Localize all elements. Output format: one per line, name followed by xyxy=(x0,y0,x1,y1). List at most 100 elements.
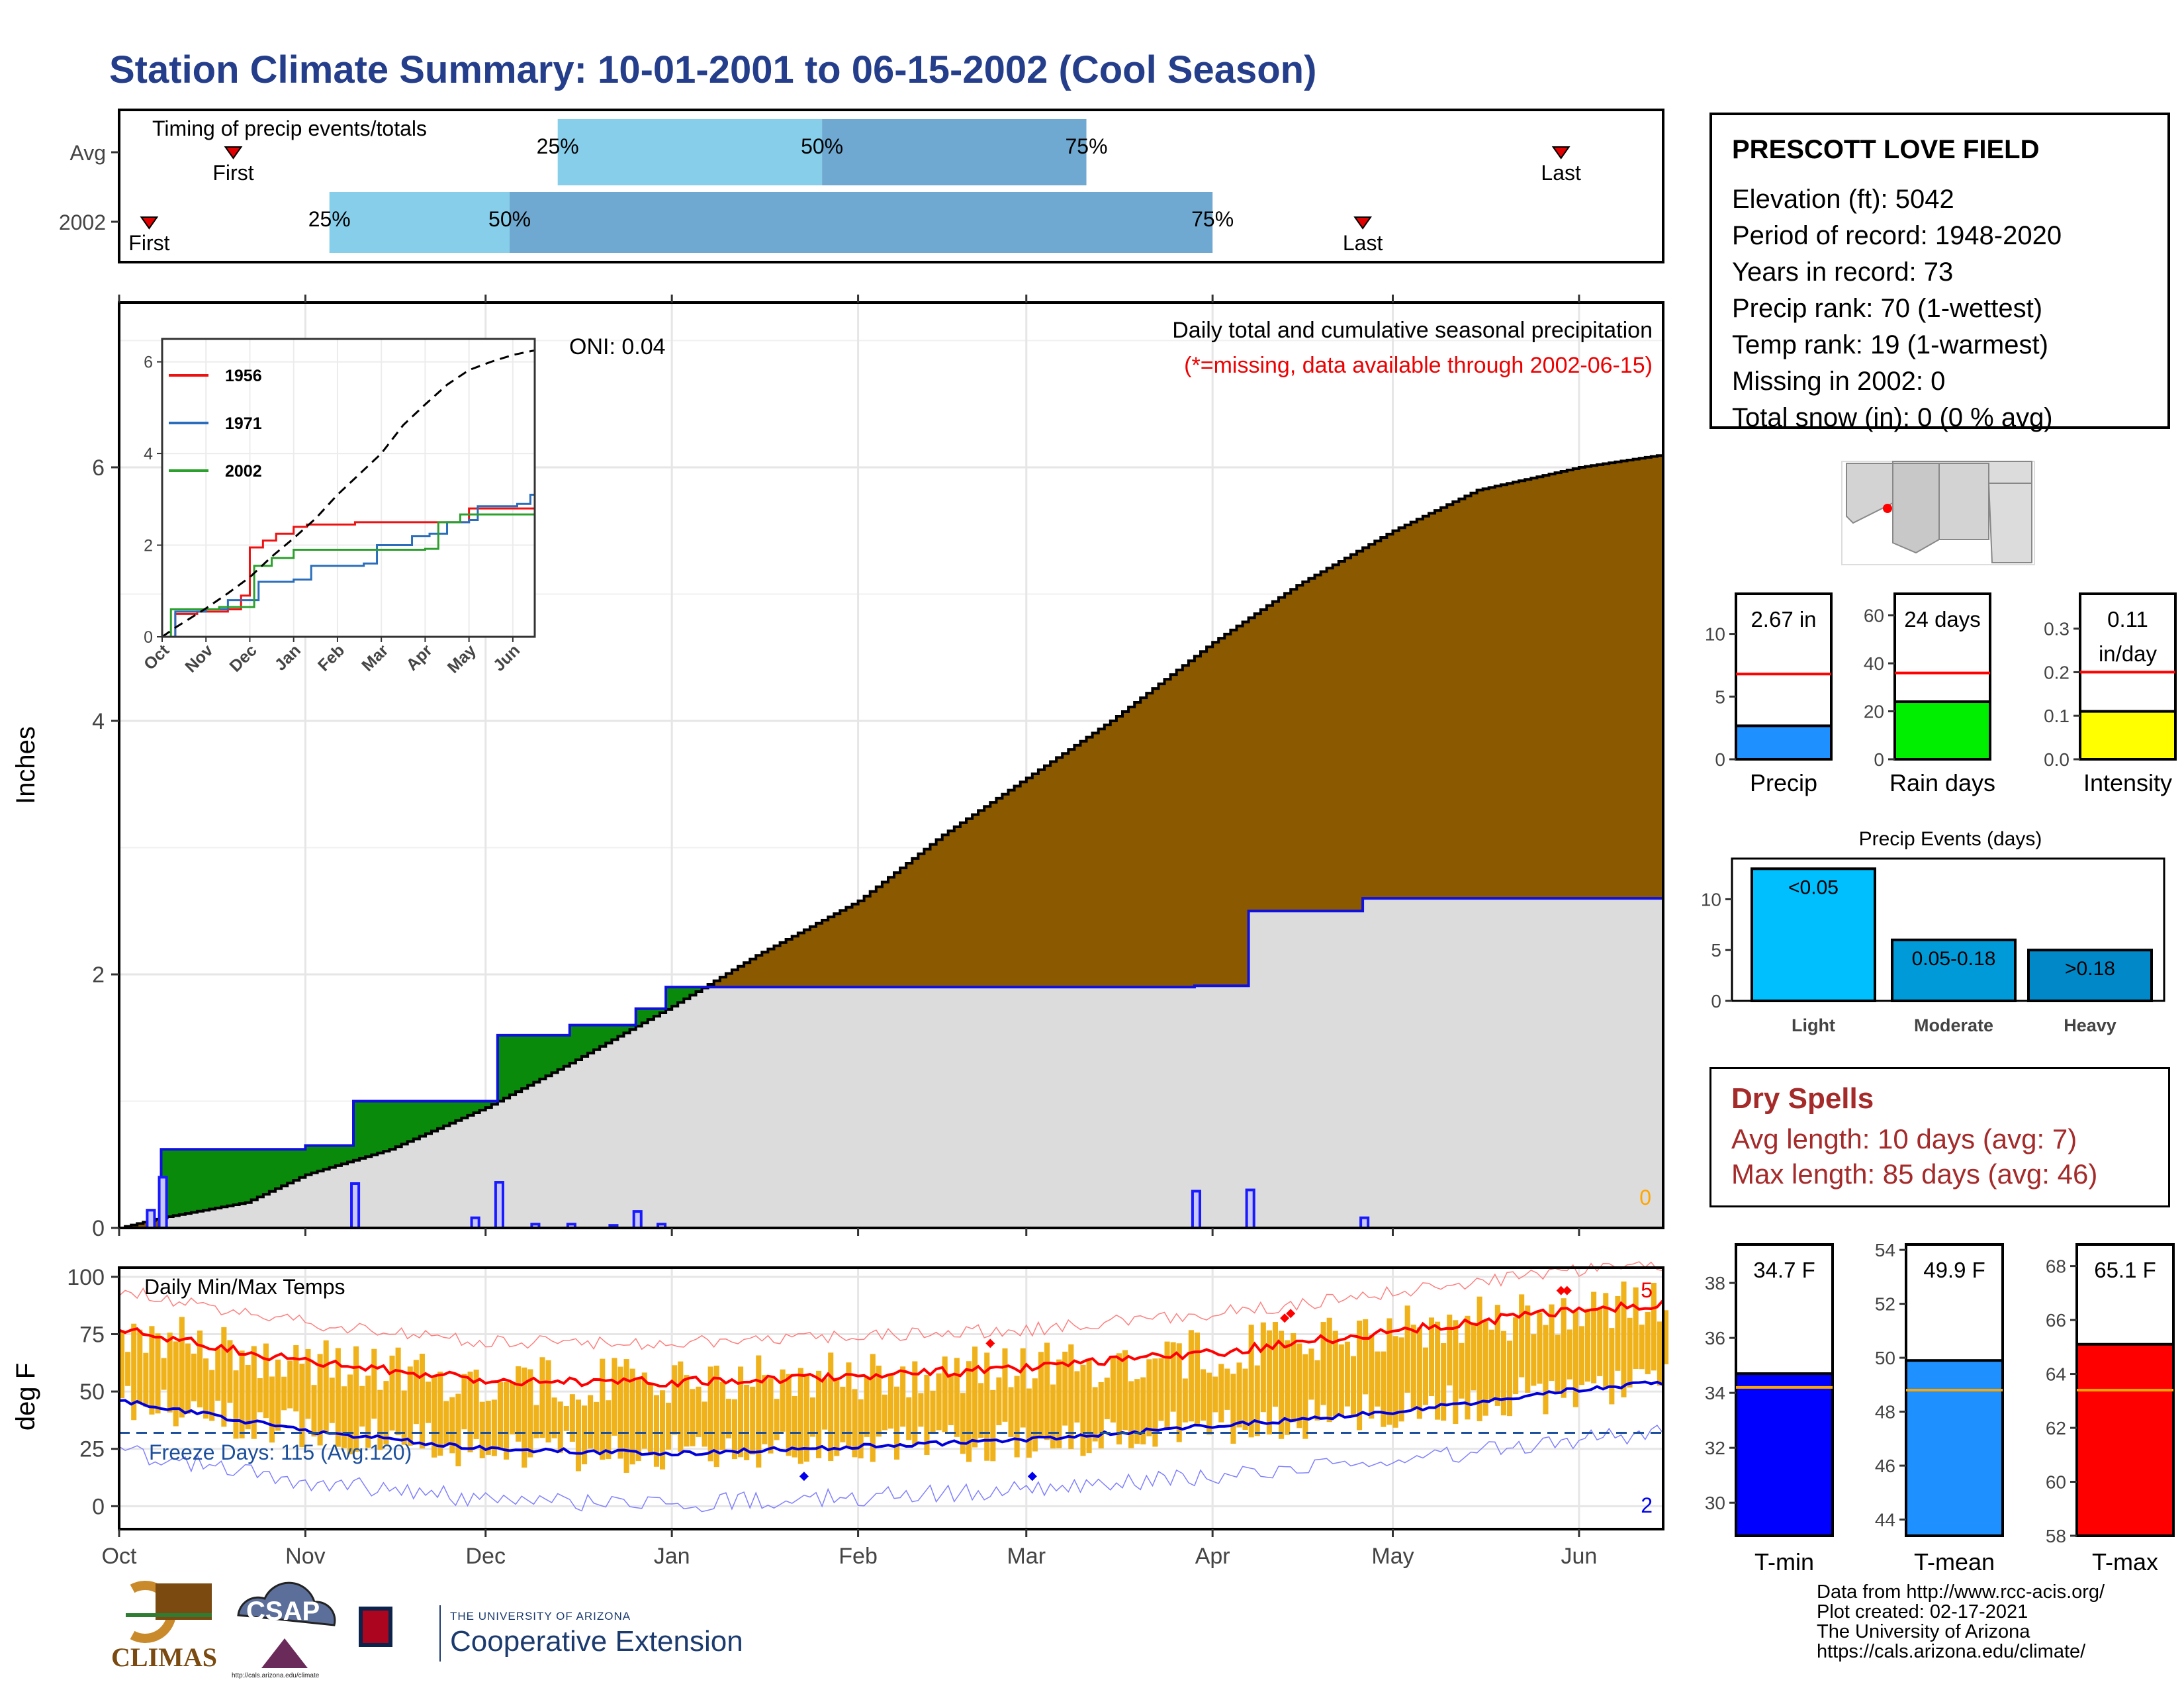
events-y-tick-label: 0 xyxy=(1711,991,1721,1011)
daily-temp-bar xyxy=(1308,1348,1314,1400)
record-high-count: 5 xyxy=(1641,1278,1653,1302)
daily-temp-bar xyxy=(1645,1311,1651,1374)
daily-temp-bar xyxy=(251,1346,257,1439)
summary-y-tick-label: 20 xyxy=(1864,702,1884,722)
daily-temp-bar xyxy=(1549,1304,1555,1382)
record-low-line xyxy=(118,1425,1664,1513)
daily-temp-bar xyxy=(713,1366,719,1468)
daily-temp-bar xyxy=(930,1390,936,1434)
daily-precip-bar xyxy=(1191,1190,1202,1229)
precip-y-axis-label: Inches xyxy=(11,726,40,804)
wet-ahead-area xyxy=(516,1035,522,1092)
wet-ahead-area xyxy=(437,1101,444,1129)
station-precip-rank: Precip rank: 70 (1-wettest) xyxy=(1732,294,2043,323)
daily-temp-bar xyxy=(377,1389,383,1450)
daily-temp-bar xyxy=(221,1327,227,1427)
daily-temp-bar xyxy=(1248,1325,1254,1438)
wet-ahead-area xyxy=(275,1149,282,1189)
wet-ahead-area xyxy=(569,1025,576,1064)
daily-temp-bar xyxy=(1242,1368,1248,1430)
wet-ahead-area xyxy=(635,1008,643,1027)
map-new-mexico xyxy=(1938,463,1989,540)
wet-ahead-area xyxy=(443,1101,450,1126)
dry-spells-title: Dry Spells xyxy=(1731,1082,1874,1115)
daily-temp-bar xyxy=(744,1384,750,1460)
wet-ahead-area xyxy=(389,1101,396,1150)
wet-ahead-area xyxy=(323,1145,330,1170)
daily-temp-bar xyxy=(1212,1376,1218,1413)
daily-temp-bar xyxy=(527,1369,533,1458)
daily-temp-bar xyxy=(1206,1372,1212,1435)
events-bar-label: 0.05-0.18 xyxy=(1912,948,1996,970)
daily-temp-bar xyxy=(503,1382,510,1460)
wet-ahead-area xyxy=(335,1145,342,1166)
daily-temp-bar xyxy=(1657,1321,1662,1386)
credit-university: The University of Arizona xyxy=(1817,1621,2030,1642)
wet-ahead-area xyxy=(473,1101,480,1113)
daily-temp-bar xyxy=(1032,1378,1038,1452)
daily-temp-bar xyxy=(1092,1387,1098,1442)
daily-temp-bar xyxy=(1332,1331,1338,1417)
timing-p50-label: 50% xyxy=(488,207,531,231)
precip-chart-subtitle: (*=missing, data available through 2002-… xyxy=(1184,353,1653,378)
wet-ahead-area xyxy=(191,1149,198,1213)
daily-temp-bar xyxy=(1098,1382,1104,1449)
wet-ahead-area xyxy=(305,1145,312,1175)
timing-p75-label: 75% xyxy=(1066,134,1108,158)
wet-ahead-area xyxy=(197,1149,204,1211)
summary-y-tick-label: 58 xyxy=(2046,1526,2066,1546)
wet-ahead-area xyxy=(209,1149,216,1209)
daily-temp-bar xyxy=(1531,1334,1537,1386)
daily-temp-bar xyxy=(1110,1356,1116,1423)
daily-temp-bar xyxy=(1266,1330,1272,1434)
summary-bar-t-max xyxy=(2075,1342,2175,1537)
wet-ahead-area xyxy=(503,1035,510,1098)
map-arizona xyxy=(1892,463,1940,554)
daily-temp-bar xyxy=(1314,1360,1320,1421)
daily-temp-bar xyxy=(1194,1333,1201,1426)
daily-temp-bar xyxy=(900,1366,906,1427)
daily-temp-bar xyxy=(516,1366,522,1442)
wet-ahead-area xyxy=(401,1101,408,1145)
summary-bar-rain-days xyxy=(1893,700,1991,761)
summary-category-label: T-min xyxy=(1754,1548,1814,1575)
daily-temp-bar xyxy=(1615,1295,1621,1371)
daily-temp-bar xyxy=(275,1359,281,1431)
dry-spells-avg: Avg length: 10 days (avg: 7) xyxy=(1731,1123,2077,1154)
temperature-summary-bars: 30 32 34 36 38 34.7 F T-min 44 46 48 50 52 54 49.9 F T… xyxy=(1705,1240,2175,1575)
wet-ahead-area xyxy=(551,1035,559,1073)
wet-ahead-area xyxy=(173,1149,180,1216)
precip-summary-bars: 0 5 10 2.67 in Precip 0 20 40 60 24 days Rain days… xyxy=(1705,592,2177,796)
daily-temp-bar xyxy=(647,1383,653,1456)
daily-temp-bar xyxy=(341,1386,347,1448)
daily-temp-bar xyxy=(1014,1376,1020,1458)
wet-ahead-area xyxy=(365,1101,372,1157)
daily-temp-bar xyxy=(1140,1377,1146,1445)
daily-temp-bar xyxy=(984,1352,990,1461)
wet-ahead-area xyxy=(449,1101,456,1123)
daily-temp-bar xyxy=(407,1366,413,1446)
daily-temp-bar xyxy=(575,1399,581,1472)
timing-last-label: Last xyxy=(1343,231,1383,255)
inset-y-tick-label: 4 xyxy=(144,445,153,463)
daily-temp-bar xyxy=(389,1355,395,1430)
daily-temp-bar xyxy=(1416,1327,1422,1419)
timing-first-label: First xyxy=(128,231,169,255)
daily-temp-bar xyxy=(606,1400,612,1460)
ua-logo-big-text: Cooperative Extension xyxy=(450,1625,743,1658)
daily-temp-bar xyxy=(1567,1329,1572,1380)
daily-temp-bar xyxy=(563,1406,569,1431)
daily-temp-bar xyxy=(1465,1315,1471,1420)
daily-temp-bar xyxy=(1158,1358,1164,1421)
temps-y-axis-label: deg F xyxy=(11,1363,40,1430)
summary-category-label: Rain days xyxy=(1889,769,1995,796)
events-category-label: Moderate xyxy=(1914,1015,1993,1035)
csap-mountain-icon xyxy=(261,1638,308,1668)
daily-temp-bar xyxy=(317,1354,323,1446)
timing-row-label: Avg xyxy=(69,141,106,165)
daily-temp-bar xyxy=(545,1360,551,1443)
daily-temp-bar xyxy=(449,1397,455,1454)
summary-y-tick-label: 50 xyxy=(1875,1348,1895,1368)
daily-temp-bar xyxy=(383,1381,389,1445)
wet-ahead-area xyxy=(251,1149,258,1200)
